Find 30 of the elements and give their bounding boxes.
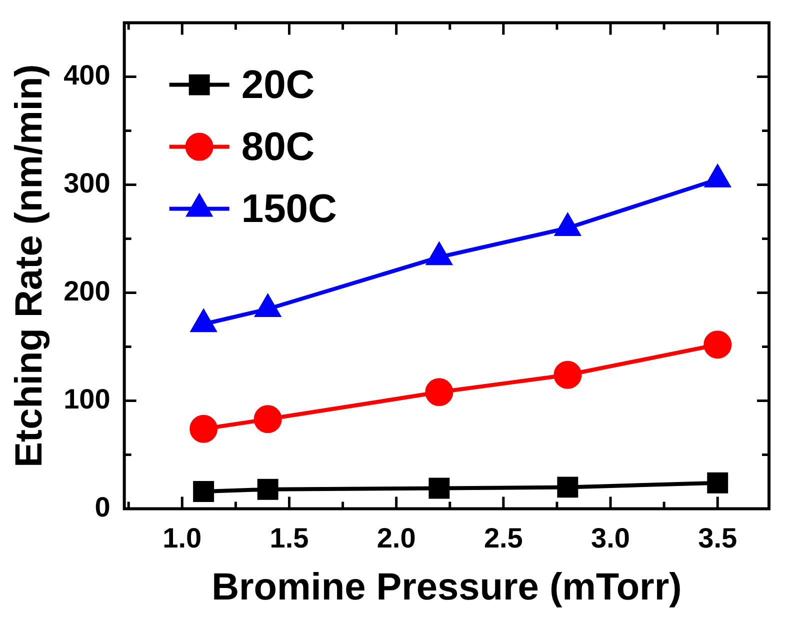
point xyxy=(191,310,216,332)
x-tick-label: 1.0 xyxy=(162,522,202,554)
y-tick-label: 200 xyxy=(64,276,110,307)
point xyxy=(557,476,578,498)
point xyxy=(190,414,218,443)
x-tick-label: 3.0 xyxy=(591,522,630,554)
x-tick-label: 2.5 xyxy=(484,522,523,554)
y-axis-title: Etching Rate (nm/min) xyxy=(8,64,50,468)
legend-label: 80C xyxy=(241,124,315,169)
point xyxy=(428,478,450,499)
legend-label: 20C xyxy=(241,62,315,107)
point xyxy=(705,165,730,188)
point xyxy=(554,360,582,389)
y-tick-label: 300 xyxy=(64,168,110,199)
point xyxy=(425,378,454,406)
point xyxy=(707,472,728,494)
x-tick-label: 3.5 xyxy=(698,522,738,554)
x-tick-label: 1.5 xyxy=(270,522,309,554)
point xyxy=(255,295,280,317)
point xyxy=(193,481,214,502)
point xyxy=(555,214,580,236)
legend-label: 150C xyxy=(241,186,337,231)
y-tick-label: 400 xyxy=(64,60,110,91)
x-axis-title: Bromine Pressure (mTorr) xyxy=(212,566,682,609)
y-tick-label: 0 xyxy=(94,492,110,523)
point xyxy=(257,478,278,500)
x-tick-label: 2.0 xyxy=(376,522,416,554)
point xyxy=(254,405,282,434)
point xyxy=(426,243,452,266)
y-tick-label: 100 xyxy=(64,384,110,415)
